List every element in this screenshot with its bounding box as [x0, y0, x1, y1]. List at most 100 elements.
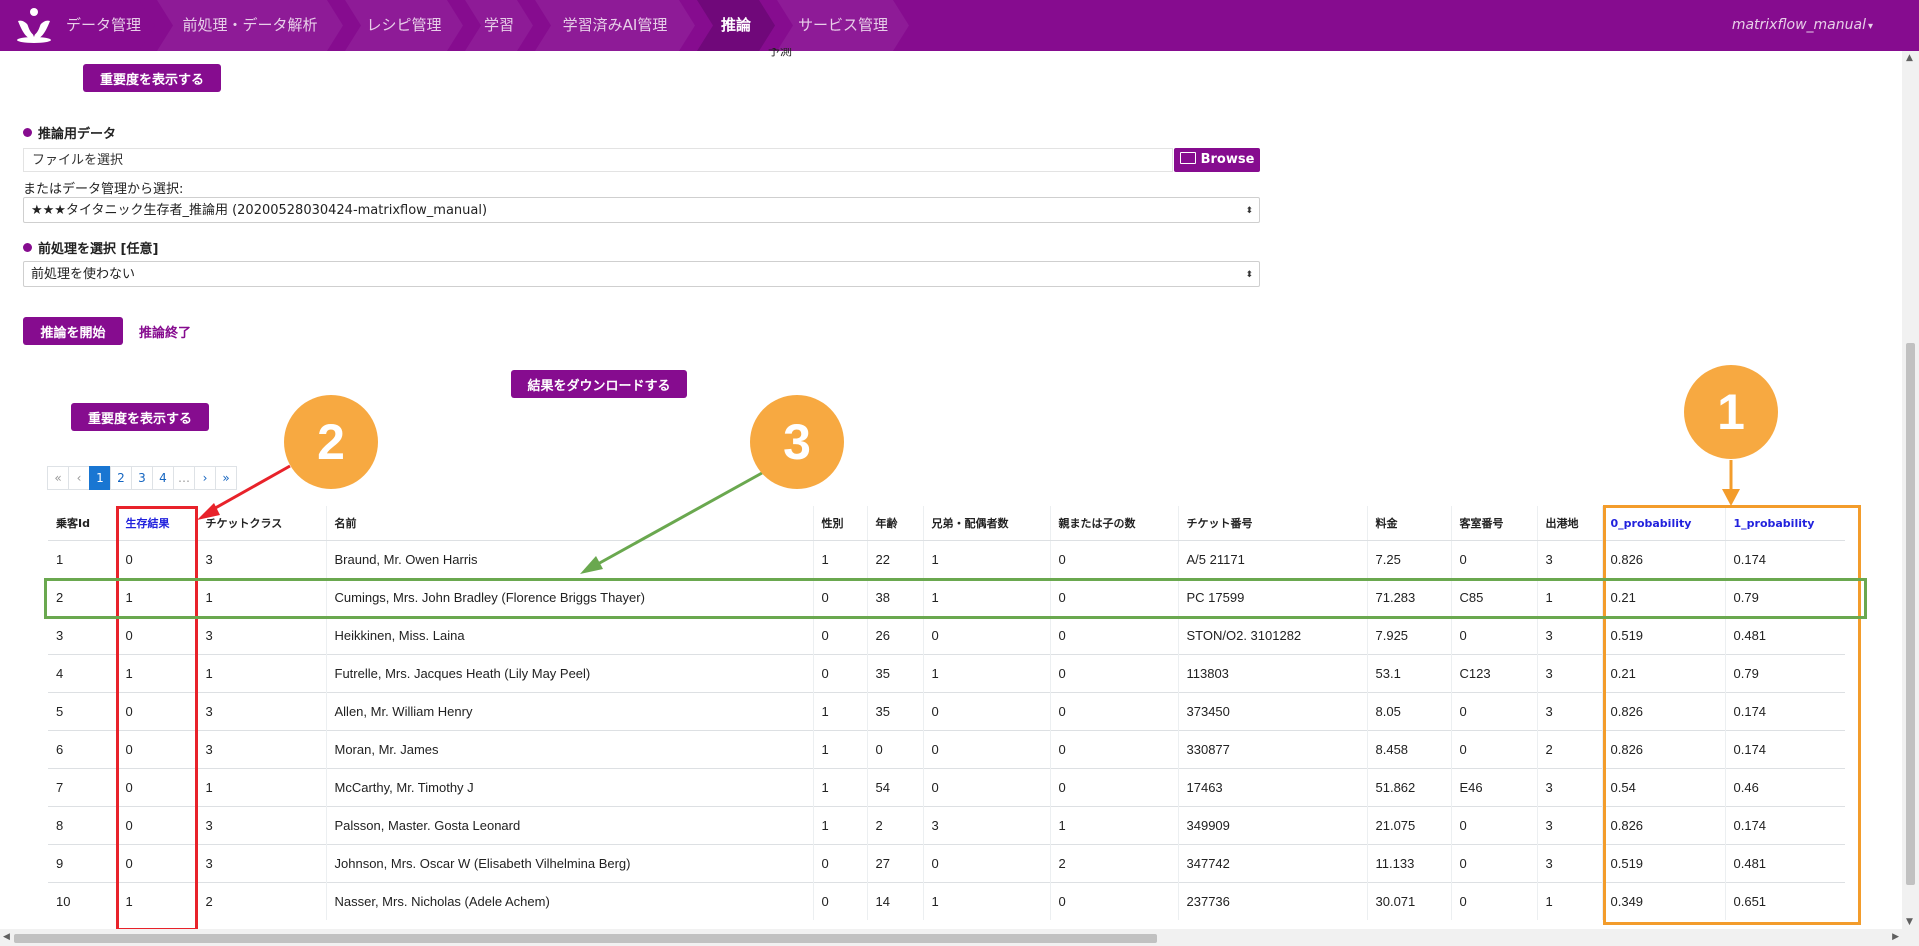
scroll-down-icon[interactable]: ▼: [1906, 917, 1913, 927]
show-importance-button[interactable]: 重要度を表示する: [71, 403, 209, 431]
nav-item-inference[interactable]: 推論: [697, 0, 775, 51]
scroll-up-icon[interactable]: ▲: [1906, 53, 1913, 63]
bullet-dot: [23, 128, 32, 137]
partial-heading: 予測: [768, 48, 793, 58]
table-cell: 3: [1536, 616, 1602, 655]
col-header-name[interactable]: 名前: [325, 506, 813, 541]
matrixflow-logo-icon[interactable]: [14, 7, 54, 43]
table-cell: 1: [1536, 578, 1602, 617]
table-body: 1 0 3 Braund, Mr. Owen Harris 1 22 1 0 A/5 21171…: [48, 540, 1845, 920]
table-header-row: 乗客Id 生存結果 チケットクラス 名前 性別 年齢 兄弟・配偶者数 親または子…: [48, 506, 1845, 541]
table-cell: 0: [922, 730, 1050, 769]
dataset-select[interactable]: ★★★タイタニック生存者_推論用 (20200528030424-matrixf…: [23, 197, 1260, 223]
table-cell: 11.133: [1366, 844, 1451, 883]
page-next[interactable]: ›: [194, 466, 216, 490]
table-cell: 0.826: [1601, 730, 1725, 769]
nav-item-data-management[interactable]: データ管理: [52, 0, 155, 51]
preprocess-label: 前処理を選択 [任意]: [23, 238, 158, 257]
table-cell: 1: [922, 540, 1050, 579]
page-last[interactable]: »: [215, 466, 237, 490]
table-cell: 0.46: [1724, 768, 1845, 807]
table-cell: 38: [866, 578, 923, 617]
page-1[interactable]: 1: [89, 466, 111, 490]
download-results-button[interactable]: 結果をダウンロードする: [511, 370, 687, 398]
table-row[interactable]: 10 1 2 Nasser, Mrs. Nicholas (Adele Achem) 0…: [48, 882, 1845, 920]
table-cell: 3: [1536, 540, 1602, 579]
col-header-prob-1[interactable]: 1_probability: [1724, 506, 1845, 541]
table-cell: 3: [1536, 654, 1602, 693]
vertical-scrollbar[interactable]: ▲ ▼: [1902, 51, 1919, 929]
table-cell: A/5 21171: [1177, 540, 1367, 579]
top-navbar: データ管理 前処理・データ解析 レシピ管理 学習 学習済みAI管理 推論 サービ…: [0, 0, 1919, 51]
table-cell: 1: [196, 578, 326, 617]
table-cell: 0.519: [1601, 844, 1725, 883]
results-table: 乗客Id 生存結果 チケットクラス 名前 性別 年齢 兄弟・配偶者数 親または子…: [48, 506, 1845, 920]
end-inference-link[interactable]: 推論終了: [139, 326, 192, 341]
table-cell: 0: [922, 616, 1050, 655]
user-menu[interactable]: matrixflow_manual ▾: [1732, 0, 1873, 51]
table-row[interactable]: 2 1 1 Cumings, Mrs. John Bradley (Florence …: [48, 578, 1845, 617]
table-cell: 8.05: [1366, 692, 1451, 731]
table-cell: 3: [1536, 768, 1602, 807]
table-cell: 30.071: [1366, 882, 1451, 920]
username: matrixflow_manual: [1731, 17, 1866, 33]
nav-item-training[interactable]: 学習: [465, 0, 533, 51]
table-cell: 0: [812, 616, 867, 655]
horizontal-scroll-thumb[interactable]: [14, 934, 1157, 943]
col-header-ticket-class[interactable]: チケットクラス: [196, 506, 326, 541]
col-header-prob-0[interactable]: 0_probability: [1601, 506, 1725, 541]
table-cell: 54: [866, 768, 923, 807]
nav-item-trained-ai[interactable]: 学習済みAI管理: [535, 0, 695, 51]
table-cell: 0: [1450, 806, 1537, 845]
page-prev[interactable]: ‹: [68, 466, 90, 490]
table-row[interactable]: 4 1 1 Futrelle, Mrs. Jacques Heath (Lily Ma…: [48, 654, 1845, 693]
file-input[interactable]: ファイルを選択: [23, 148, 1173, 172]
page-3[interactable]: 3: [131, 466, 153, 490]
col-header-ticket[interactable]: チケット番号: [1177, 506, 1367, 541]
caret-down-icon: ▾: [1867, 21, 1873, 32]
table-row[interactable]: 7 0 1 McCarthy, Mr. Timothy J 1 54 0 0 17463 51.8…: [48, 768, 1845, 807]
browse-button[interactable]: Browse: [1174, 148, 1260, 172]
col-header-embarked[interactable]: 出港地: [1536, 506, 1602, 541]
col-header-siblings[interactable]: 兄弟・配偶者数: [922, 506, 1050, 541]
vertical-scroll-thumb[interactable]: [1906, 343, 1915, 885]
table-cell: 1: [812, 692, 867, 731]
table-row[interactable]: 5 0 3 Allen, Mr. William Henry 1 35 0 0 373450 8.…: [48, 692, 1845, 731]
col-header-parents[interactable]: 親または子の数: [1049, 506, 1178, 541]
table-cell: 1: [812, 540, 867, 579]
pagination: « ‹ 1 2 3 4 … › »: [47, 466, 237, 490]
table-row[interactable]: 1 0 3 Braund, Mr. Owen Harris 1 22 1 0 A/5 21171…: [48, 540, 1845, 579]
table-row[interactable]: 9 0 3 Johnson, Mrs. Oscar W (Elisabeth Vilh…: [48, 844, 1845, 883]
page-2[interactable]: 2: [110, 466, 132, 490]
table-row[interactable]: 3 0 3 Heikkinen, Miss. Laina 0 26 0 0 STON/O2. 3…: [48, 616, 1845, 655]
nav-item-service[interactable]: サービス管理: [777, 0, 909, 51]
table-cell: 9: [48, 844, 117, 883]
col-header-survived[interactable]: 生存結果: [116, 506, 197, 541]
table-cell: 0: [116, 806, 197, 845]
table-cell: 8: [48, 806, 117, 845]
col-header-sex[interactable]: 性別: [812, 506, 867, 541]
start-inference-button[interactable]: 推論を開始: [23, 317, 123, 345]
table-cell: C85: [1450, 578, 1537, 617]
nav-item-preprocess[interactable]: 前処理・データ解析: [157, 0, 343, 51]
table-row[interactable]: 6 0 3 Moran, Mr. James 1 0 0 0 330877 8.458 0 2 0.82…: [48, 730, 1845, 769]
col-header-fare[interactable]: 料金: [1366, 506, 1451, 541]
col-header-cabin[interactable]: 客室番号: [1450, 506, 1537, 541]
scroll-right-icon[interactable]: ▶: [1892, 932, 1899, 942]
scroll-left-icon[interactable]: ◀: [3, 932, 10, 942]
horizontal-scrollbar[interactable]: ◀ ▶: [0, 929, 1919, 946]
table-row[interactable]: 8 0 3 Palsson, Master. Gosta Leonard 1 2 3 1 349…: [48, 806, 1845, 845]
table-cell: 0: [812, 578, 867, 617]
table-cell: 1: [196, 654, 326, 693]
page-4[interactable]: 4: [152, 466, 174, 490]
table-cell: 71.283: [1366, 578, 1451, 617]
preprocess-select[interactable]: 前処理を使わない ⬍: [23, 261, 1260, 287]
table-cell: Palsson, Master. Gosta Leonard: [325, 806, 813, 845]
page-first[interactable]: «: [47, 466, 69, 490]
col-header-passenger-id[interactable]: 乗客Id: [48, 506, 117, 541]
show-importance-button-top[interactable]: 重要度を表示する: [83, 64, 221, 92]
col-header-age[interactable]: 年齢: [866, 506, 923, 541]
table-cell: Cumings, Mrs. John Bradley (Florence Bri…: [325, 578, 813, 617]
table-cell: 0.481: [1724, 616, 1845, 655]
nav-item-recipe[interactable]: レシピ管理: [345, 0, 463, 51]
